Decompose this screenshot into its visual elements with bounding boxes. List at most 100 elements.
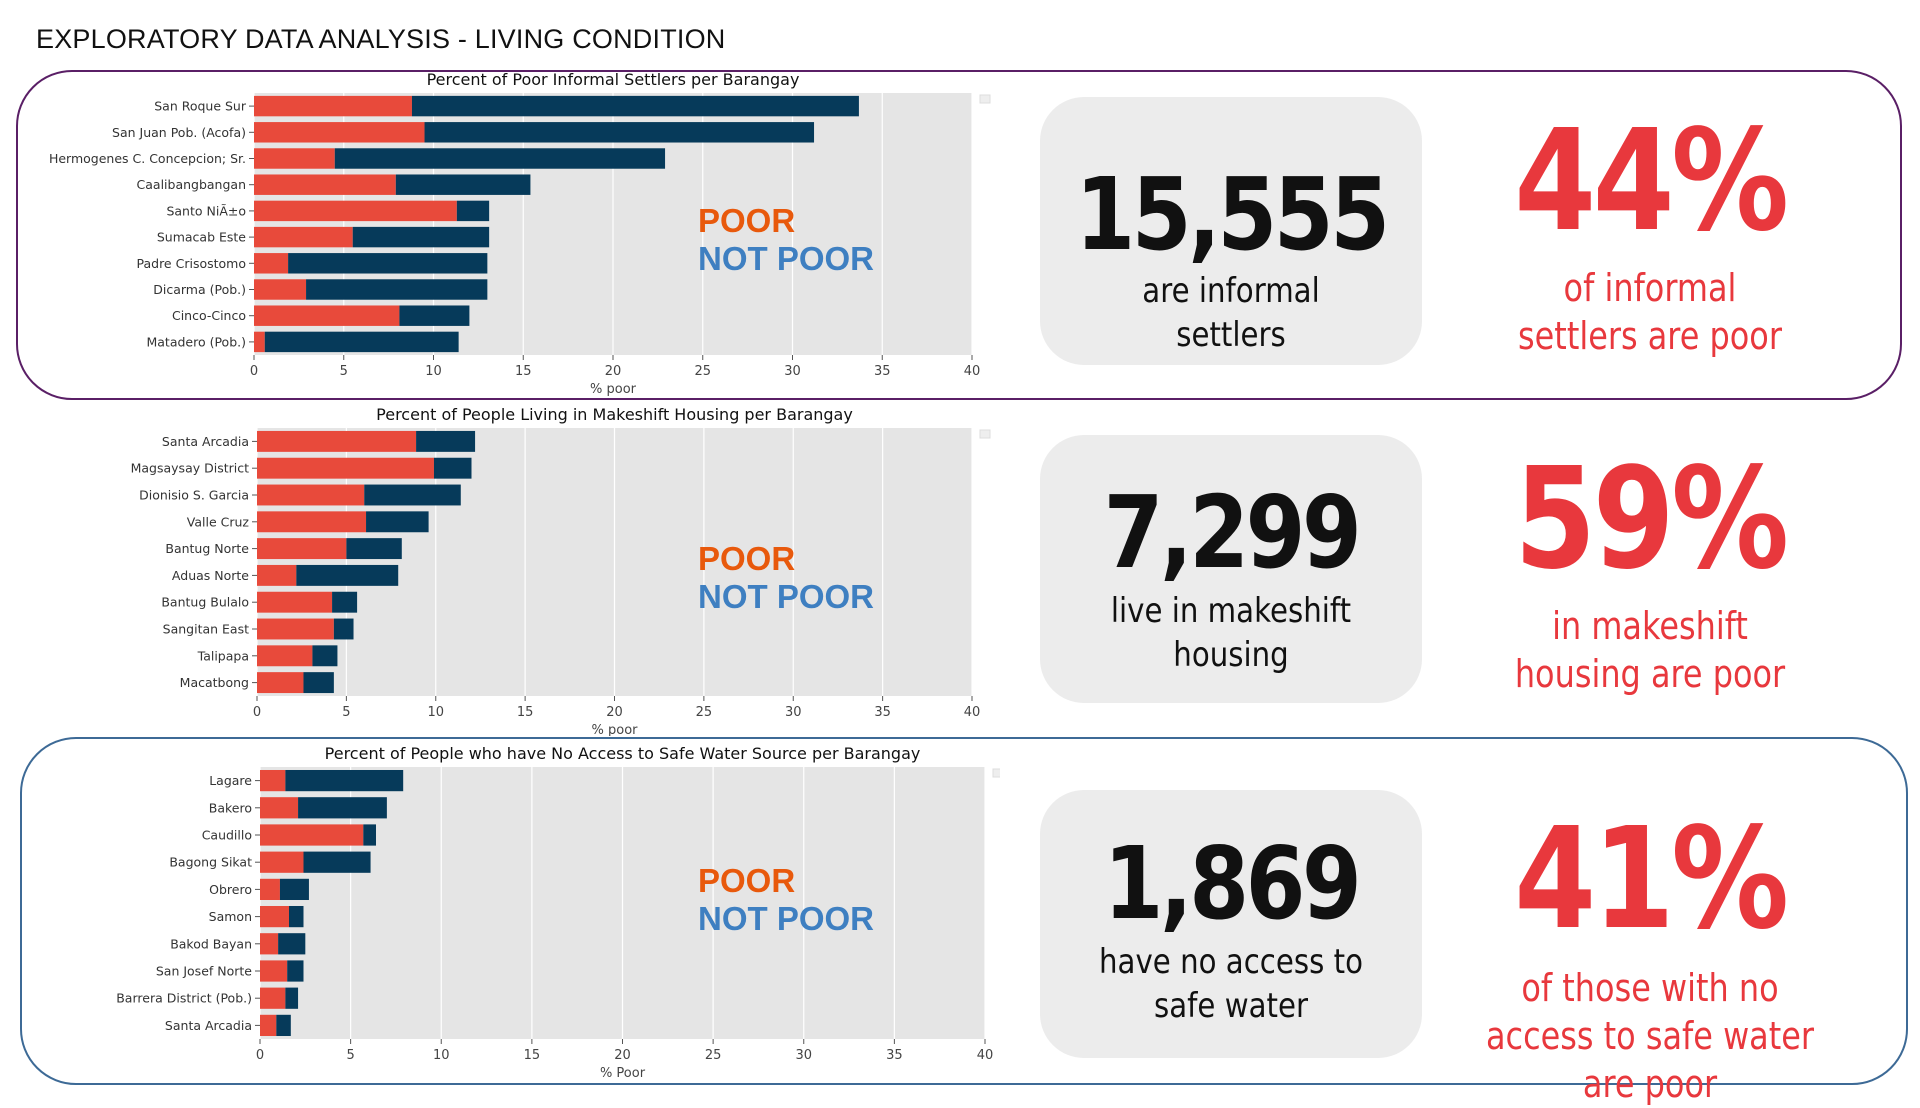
stat-number: 1,869 [1103,825,1362,942]
bar-not-poor [416,430,476,452]
row-frame-informal-settlers [16,70,1902,400]
bar-not-poor [289,905,304,928]
bar-poor [257,564,297,586]
bar-poor [254,253,289,274]
legend-poor-label: POOR [698,862,796,899]
y-tick-label: Aduas Norte [172,568,249,583]
bar-not-poor [303,672,334,694]
x-tick-label: 30 [795,1048,812,1063]
bar-not-poor [346,538,402,560]
x-tick-label: 40 [964,364,981,379]
x-tick-label: 5 [342,705,350,720]
bar-poor [260,797,299,819]
bar-poor [260,1014,277,1037]
x-tick-label: 25 [694,364,711,379]
bar-not-poor [303,851,371,873]
legend-not-poor-label: NOT POOR [698,900,875,937]
bar-not-poor [264,331,459,353]
x-axis-label: % Poor [600,1066,646,1080]
bar-not-poor [298,797,387,819]
bar-not-poor [279,878,309,901]
bar-not-poor [332,591,358,613]
chart-title: Percent of People who have No Access to … [325,744,921,763]
bar-not-poor [333,618,354,640]
y-tick-label: Santa Arcadia [162,434,249,449]
stat-caption: are informal settlers [1142,271,1320,355]
x-tick-label: 0 [250,364,258,379]
y-tick-label: Samon [209,909,252,924]
chart-makeshift-housing: 0 5 10 15 20 25 30 35 40 Santa Arcadia Magsaysay D… [131,405,991,736]
y-tick-label: Bantug Norte [165,541,249,556]
y-tick-label: Matadero (Pob.) [146,334,246,349]
bar-not-poor [312,645,338,667]
pct-value: 41% [1514,798,1789,961]
y-tick-label: Sangitan East [163,622,249,637]
x-tick-label: 35 [874,364,891,379]
legend-box [979,429,991,439]
stat-caption: live in makeshift housing [1110,591,1352,675]
y-tick-label: Caalibangbangan [137,177,246,192]
stat-card-makeshift-housing: 7,299 live in makeshift housing [1040,435,1422,703]
x-tick-label: 0 [253,705,261,720]
y-tick-label: Valle Cruz [187,514,250,529]
bar-poor [257,538,347,560]
bar-not-poor [433,457,472,479]
x-tick-label: 25 [705,1048,722,1063]
x-tick-label: 20 [605,364,622,379]
x-tick-label: 10 [433,1048,450,1063]
legend-poor-label: POOR [698,202,796,239]
y-tick-label: Santo NiÃ±o [166,203,246,218]
bar-poor [257,618,334,640]
stat-card-safe-water: 1,869 have no access to safe water [1040,790,1422,1058]
x-tick-label: 30 [785,705,802,720]
x-tick-label: 35 [886,1048,903,1063]
stat-card-informal-settlers: 15,555 are informal settlers [1040,97,1422,365]
bar-poor [260,905,289,928]
x-tick-label: 15 [524,1048,541,1063]
bar-poor [260,769,286,792]
y-tick-label: Sumacab Este [157,230,246,245]
bar-poor [254,305,400,326]
pct-caption: of those with no access to safe water ar… [1485,966,1815,1106]
x-tick-label: 5 [346,1048,354,1063]
bar-poor [260,824,364,846]
y-tick-label: San Roque Sur [154,99,247,114]
bar-poor [254,331,265,353]
bar-poor [257,672,304,694]
bar-poor [257,591,333,613]
bar-poor [257,457,434,479]
bar-poor [254,279,307,300]
chart-informal-settlers: 0 5 10 15 20 25 30 35 40 San Roque Sur San Juan Po… [49,70,991,396]
bar-poor [257,511,367,533]
y-tick-label: San Juan Pob. (Acofa) [112,125,246,140]
bar-not-poor [352,226,490,248]
bar-not-poor [306,279,488,300]
bar-not-poor [456,200,490,222]
x-tick-label: 10 [427,705,444,720]
legend-informal-settlers: POOR NOT POOR [698,202,874,278]
x-axis-label: % poor [590,382,637,396]
bar-poor [254,200,457,222]
bar-not-poor [364,484,461,506]
x-tick-label: 20 [614,1048,631,1063]
legend-makeshift-housing: POOR NOT POOR [698,540,874,616]
chart-safe-water: 0 5 10 15 20 25 30 35 40 Lagare Bakero Caudillo Bago… [116,744,1000,1080]
bar-poor [260,878,280,901]
y-tick-label: Santa Arcadia [165,1018,252,1033]
bar-not-poor [285,769,404,792]
x-tick-label: 20 [606,705,623,720]
bar-poor [254,148,335,169]
bar-poor [260,987,286,1009]
y-tick-label: Bagong Sikat [169,855,252,870]
x-tick-label: 35 [874,705,891,720]
y-tick-label: San Josef Norte [156,964,252,979]
x-axis-label: % poor [592,723,639,736]
pct-value: 59% [1514,438,1789,601]
x-tick-label: 0 [256,1048,264,1063]
x-tick-label: 30 [784,364,801,379]
legend-box [979,94,991,104]
bar-not-poor [334,148,666,169]
bar-not-poor [366,511,429,533]
y-tick-label: Hermogenes C. Concepcion; Sr. [49,151,246,166]
bar-not-poor [276,1014,291,1037]
